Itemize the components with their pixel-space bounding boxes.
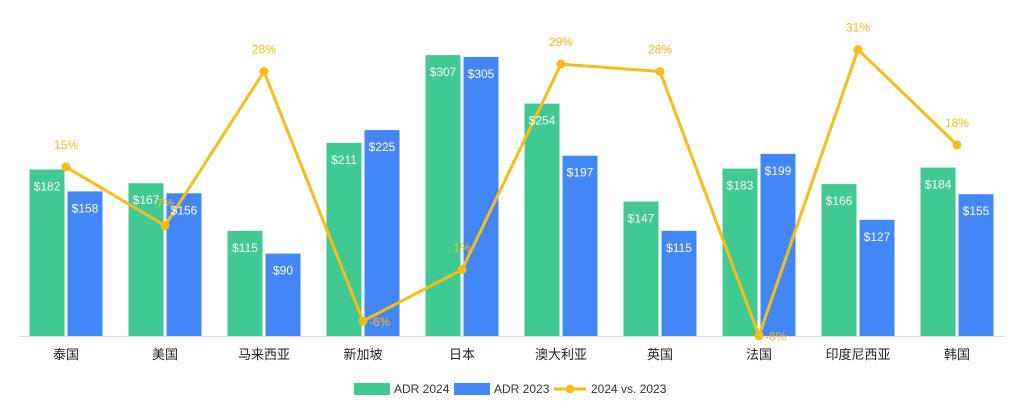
- bar-value-label: $158: [72, 201, 99, 215]
- bar-adr-2023: [859, 219, 895, 336]
- bar-value-label: $155: [963, 204, 990, 218]
- line-layer: [61, 45, 962, 341]
- line-value-label: -8%: [765, 330, 787, 344]
- bar-value-label: $199: [765, 164, 792, 178]
- category-label: 马来西亚: [238, 348, 290, 363]
- bar-value-label: $182: [34, 180, 61, 194]
- line-value-label: 28%: [648, 43, 672, 57]
- bar-adr-2024: [623, 201, 659, 336]
- category-label: 印度尼西亚: [825, 347, 890, 363]
- line-point: [259, 67, 269, 76]
- bar-adr-2024: [425, 55, 461, 336]
- bar-value-label: $211: [331, 153, 357, 167]
- bar-adr-2024: [227, 230, 263, 336]
- bar-adr-2024: [821, 184, 857, 336]
- bar-adr-2023: [958, 194, 994, 336]
- category-label: 韩国: [944, 348, 970, 363]
- line-point: [61, 162, 71, 172]
- bar-value-label: $197: [567, 166, 594, 180]
- bar-value-label: $127: [864, 230, 891, 244]
- line-value-label: 1%: [453, 241, 471, 255]
- bar-value-label: $115: [666, 241, 692, 255]
- line-point: [952, 140, 962, 150]
- bar-adr-2023: [463, 56, 499, 337]
- legend: ADR 2024 ADR 2023 2024 vs. 2023: [354, 382, 667, 396]
- bar-value-label: $167: [133, 193, 160, 207]
- bar-adr-2024: [920, 167, 956, 336]
- line-point: [754, 331, 764, 341]
- bar-value-label: $307: [430, 65, 457, 79]
- line-point: [556, 59, 566, 69]
- line-value-label: 28%: [252, 43, 276, 57]
- bar-adr-2023: [661, 230, 697, 336]
- bar-value-label: $147: [628, 212, 655, 226]
- bar-adr-2023: [364, 130, 400, 336]
- bar-adr-2024: [524, 103, 560, 336]
- category-label: 美国: [152, 348, 178, 363]
- bar-adr-2023: [265, 253, 301, 336]
- line-point: [160, 221, 170, 231]
- legend-line-marker: [565, 384, 575, 394]
- bar-value-label: $166: [826, 194, 853, 208]
- category-label: 新加坡: [343, 347, 382, 363]
- legend-label: ADR 2024: [394, 382, 450, 396]
- bar-adr-2024: [29, 169, 65, 336]
- line-2024-vs-2023: [65, 48, 959, 338]
- labels-layer: $182 $158 泰国 $167 $156 美国 $115 $90 马来西亚 $211 $225 新…: [34, 21, 990, 364]
- bar-adr-2023: [562, 155, 598, 336]
- bar-value-label: $254: [529, 114, 556, 128]
- line-value-label: 29%: [549, 35, 573, 49]
- category-label: 泰国: [53, 348, 79, 363]
- line-point: [457, 265, 467, 275]
- bar-value-label: $305: [468, 67, 495, 81]
- bar-value-label: $156: [171, 203, 198, 217]
- category-label: 法国: [746, 348, 772, 363]
- legend-swatch: [454, 383, 490, 395]
- legend-label: 2024 vs. 2023: [591, 382, 667, 396]
- line-value-label: 7%: [156, 197, 174, 211]
- line-value-label: 18%: [945, 116, 969, 130]
- category-label: 澳大利亚: [535, 347, 587, 363]
- legend-label: ADR 2023: [494, 382, 550, 396]
- bar-adr-2023: [67, 191, 103, 336]
- line-point: [358, 316, 368, 326]
- bar-value-label: $183: [727, 179, 754, 193]
- line-point: [655, 67, 665, 76]
- bar-value-label: $115: [232, 241, 258, 255]
- bar-adr-2023: [166, 193, 202, 336]
- line-value-label: 15%: [54, 138, 78, 152]
- line-value-label: -6%: [369, 315, 391, 329]
- bar-value-label: $184: [925, 178, 952, 192]
- legend-swatch: [354, 383, 390, 395]
- bars-layer: [29, 55, 994, 337]
- bar-value-label: $225: [369, 140, 396, 154]
- category-label: 英国: [647, 348, 673, 363]
- bar-value-label: $90: [273, 264, 293, 278]
- category-label: 日本: [449, 348, 475, 363]
- line-point: [853, 45, 863, 54]
- line-value-label: 31%: [846, 21, 870, 35]
